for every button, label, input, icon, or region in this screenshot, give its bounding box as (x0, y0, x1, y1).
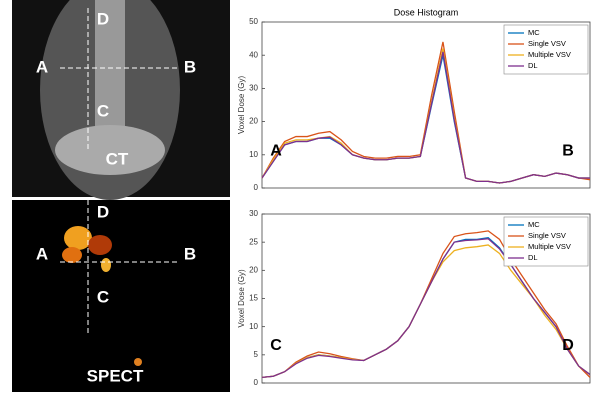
image-panel: D A B C CT D A B C SPECT (12, 0, 230, 392)
legend-label: Single VSV (528, 231, 566, 240)
y-axis-label: Voxel Dose (Gy) (237, 76, 246, 135)
legend-label: DL (528, 61, 538, 70)
figure: D A B C CT D A B C SPECT Dose Histogram V… (0, 0, 595, 394)
y-tick-label: 0 (254, 183, 259, 192)
annotation: D (562, 337, 574, 354)
y-axis-label: Voxel Dose (Gy) (237, 269, 246, 328)
image-label: CT (106, 149, 129, 168)
y-tick-label: 5 (254, 350, 259, 359)
image-label: D (97, 9, 109, 28)
y-tick-label: 30 (249, 209, 258, 218)
image-label: D (97, 202, 109, 221)
spect-hotspot (64, 226, 92, 250)
y-tick-label: 50 (249, 17, 258, 26)
legend-label: DL (528, 253, 538, 262)
y-tick-label: 30 (249, 84, 258, 93)
spect-hotspot (62, 247, 82, 263)
image-label: C (97, 287, 109, 306)
image-label: B (184, 57, 196, 76)
y-tick-label: 20 (249, 117, 258, 126)
chart-title: Dose Histogram (394, 7, 459, 17)
y-tick-label: 15 (249, 294, 258, 303)
annotation: B (562, 143, 574, 160)
spect-hotspot (134, 358, 142, 366)
image-label: C (97, 101, 109, 120)
legend-label: Single VSV (528, 39, 566, 48)
image-label: A (36, 57, 48, 76)
annotation: A (270, 143, 282, 160)
legend-label: MC (528, 28, 540, 37)
legend-label: MC (528, 220, 540, 229)
image-label: SPECT (87, 366, 144, 385)
spect-hotspot (101, 258, 111, 272)
y-tick-label: 10 (249, 150, 258, 159)
y-tick-label: 10 (249, 322, 258, 331)
spect-image (12, 200, 230, 392)
y-tick-label: 40 (249, 50, 258, 59)
spect-hotspot (88, 235, 112, 255)
legend-label: Multiple VSV (528, 50, 571, 59)
legend-label: Multiple VSV (528, 242, 571, 251)
image-label: A (36, 244, 48, 263)
y-tick-label: 20 (249, 265, 258, 274)
image-label: B (184, 244, 196, 263)
annotation: C (270, 337, 282, 354)
y-tick-label: 0 (254, 378, 259, 387)
y-tick-label: 25 (249, 237, 258, 246)
